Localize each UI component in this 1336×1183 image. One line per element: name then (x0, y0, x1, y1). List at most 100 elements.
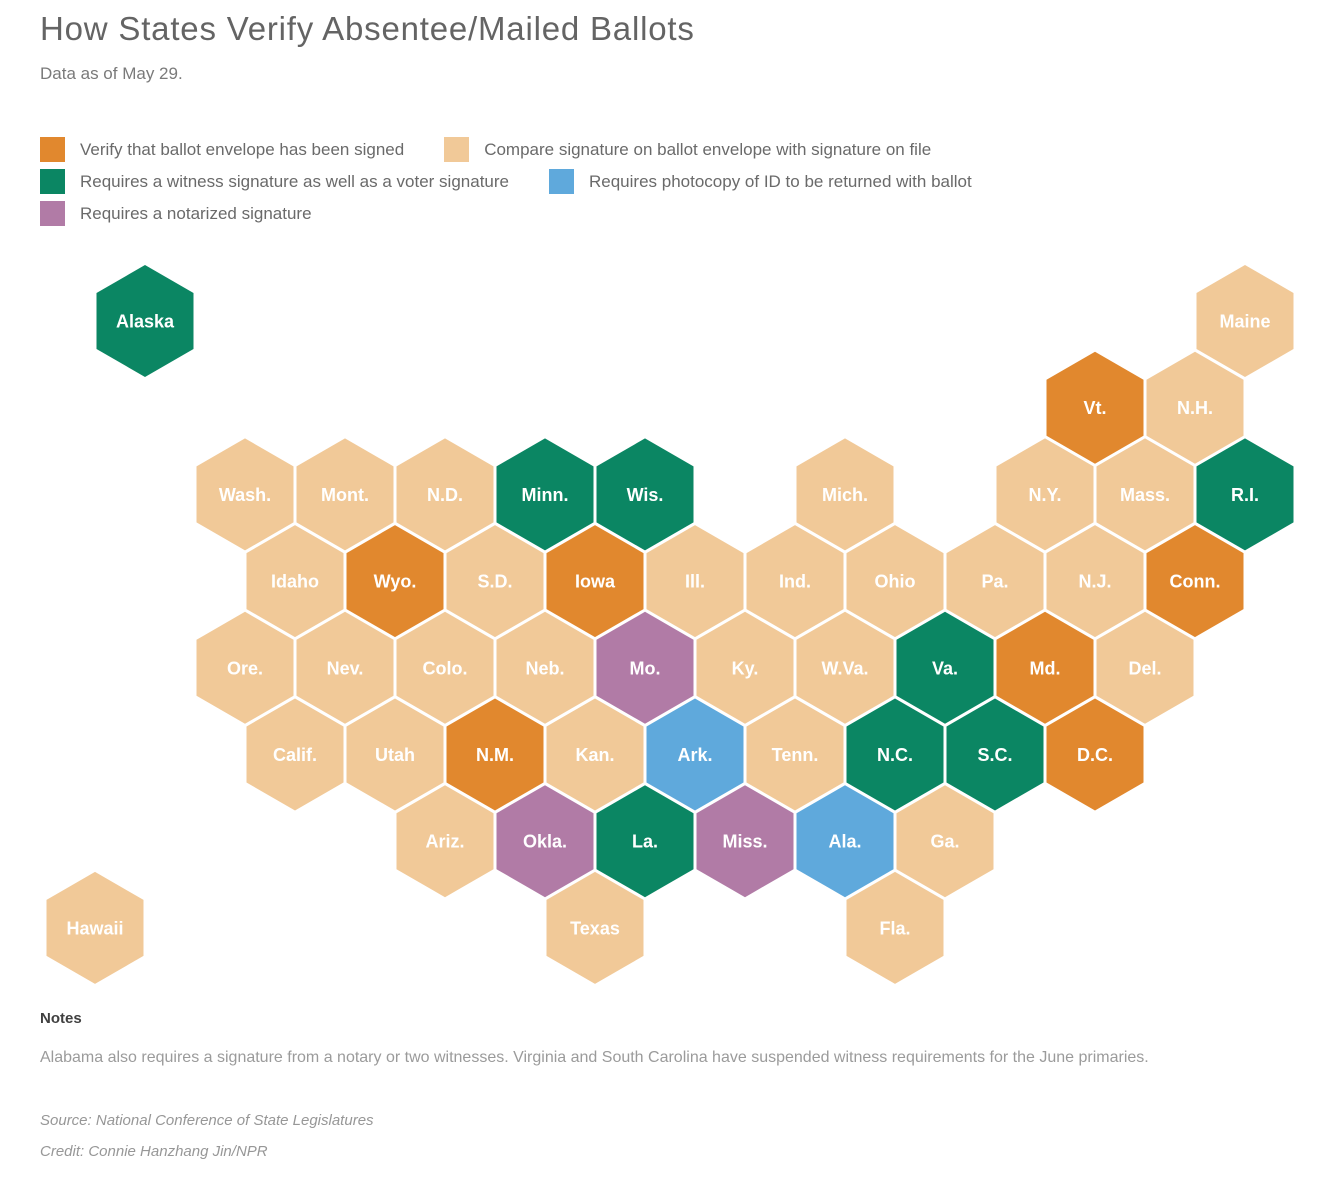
state-hex-calif (246, 698, 344, 811)
state-label-neb: Neb. (525, 658, 564, 678)
state-label-ohio: Ohio (875, 572, 916, 592)
state-label-nh: N.H. (1177, 398, 1213, 418)
state-label-del: Del. (1128, 658, 1161, 678)
state-label-conn: Conn. (1170, 572, 1221, 592)
state-hex-nh (1146, 351, 1244, 464)
state-hex-ri (1196, 438, 1294, 551)
legend-label-envelope_signed: Verify that ballot envelope has been sig… (80, 139, 405, 159)
legend: Verify that ballot envelope has been sig… (40, 137, 1280, 226)
state-label-md: Md. (1030, 658, 1061, 678)
state-hex-ore (196, 611, 294, 724)
state-label-ala: Ala. (828, 832, 861, 852)
state-hex-nc (846, 698, 944, 811)
legend-swatch-witness_signature (40, 169, 65, 194)
state-hex-ind (746, 525, 844, 638)
state-hex-pa (946, 525, 1044, 638)
state-label-colo: Colo. (423, 658, 468, 678)
state-hex-idaho (246, 525, 344, 638)
state-label-calif: Calif. (273, 745, 317, 765)
state-label-wis: Wis. (627, 485, 664, 505)
state-hex-neb (496, 611, 594, 724)
state-label-nj: N.J. (1078, 572, 1111, 592)
state-hex-wva (796, 611, 894, 724)
state-hex-colo (396, 611, 494, 724)
legend-label-notarized_signature: Requires a notarized signature (80, 203, 312, 223)
state-label-ny: N.Y. (1028, 485, 1061, 505)
state-hex-mont (296, 438, 394, 551)
state-label-wash: Wash. (219, 485, 271, 505)
state-label-ind: Ind. (779, 572, 811, 592)
state-label-mass: Mass. (1120, 485, 1170, 505)
state-hex-sc (946, 698, 1044, 811)
chart-title: How States Verify Absentee/Mailed Ballot… (40, 10, 695, 47)
state-hex-ohio (846, 525, 944, 638)
state-hex-wyo (346, 525, 444, 638)
state-hex-mass (1096, 438, 1194, 551)
state-label-ga: Ga. (930, 832, 959, 852)
legend-item-signature_compare: Compare signature on ballot envelope wit… (444, 137, 931, 162)
state-label-texas: Texas (570, 918, 620, 938)
state-hex-dc (1046, 698, 1144, 811)
state-label-ark: Ark. (677, 745, 712, 765)
state-hex-ky (696, 611, 794, 724)
state-label-pa: Pa. (981, 572, 1008, 592)
state-hex-ill (646, 525, 744, 638)
state-label-vt: Vt. (1083, 398, 1106, 418)
state-hex-ariz (396, 785, 494, 898)
state-hex-mo (596, 611, 694, 724)
state-hex-iowa (546, 525, 644, 638)
state-label-fla: Fla. (879, 918, 910, 938)
legend-swatch-envelope_signed (40, 137, 65, 162)
state-hex-okla (496, 785, 594, 898)
state-label-mich: Mich. (822, 485, 868, 505)
state-label-ky: Ky. (732, 658, 759, 678)
state-hex-tenn (746, 698, 844, 811)
state-label-minn: Minn. (522, 485, 569, 505)
state-label-sc: S.C. (977, 745, 1012, 765)
state-label-mont: Mont. (321, 485, 369, 505)
state-label-miss: Miss. (722, 832, 767, 852)
state-hex-utah (346, 698, 444, 811)
hex-map: Alaska Maine Vt. N.H. Wash. Mont. N.D. Minn. Wis… (46, 265, 1294, 984)
state-hex-miss (696, 785, 794, 898)
legend-item-envelope_signed: Verify that ballot envelope has been sig… (40, 137, 404, 162)
legend-label-id_photocopy: Requires photocopy of ID to be returned … (589, 171, 972, 191)
state-label-iowa: Iowa (575, 572, 616, 592)
state-hex-ga (896, 785, 994, 898)
state-label-wva: W.Va. (821, 658, 868, 678)
legend-swatch-notarized_signature (40, 201, 65, 226)
legend-label-witness_signature: Requires a witness signature as well as … (80, 171, 509, 191)
state-hex-ark (646, 698, 744, 811)
state-hex-alaska (96, 265, 194, 377)
state-label-idaho: Idaho (271, 572, 319, 592)
state-label-nm: N.M. (476, 745, 514, 765)
state-label-okla: Okla. (523, 832, 567, 852)
state-label-sd: S.D. (477, 572, 512, 592)
state-hex-md (996, 611, 1094, 724)
state-label-tenn: Tenn. (772, 745, 819, 765)
legend-item-witness_signature: Requires a witness signature as well as … (40, 169, 509, 194)
chart-subtitle: Data as of May 29. (40, 64, 183, 83)
state-hex-la (596, 785, 694, 898)
legend-swatch-id_photocopy (549, 169, 574, 194)
state-label-wyo: Wyo. (374, 572, 417, 592)
state-hex-vt (1046, 351, 1144, 464)
state-hex-wash (196, 438, 294, 551)
state-hex-minn (496, 438, 594, 551)
state-label-mo: Mo. (630, 658, 661, 678)
state-label-la: La. (632, 832, 658, 852)
notes-body: Alabama also requires a signature from a… (40, 1049, 1149, 1066)
state-hex-wis (596, 438, 694, 551)
state-hex-del (1096, 611, 1194, 724)
state-label-nc: N.C. (877, 745, 913, 765)
state-hex-nm (446, 698, 544, 811)
state-hex-nev (296, 611, 394, 724)
state-hex-mich (796, 438, 894, 551)
state-label-ill: Ill. (685, 572, 705, 592)
credit-line: Credit: Connie Hanzhang Jin/NPR (40, 1143, 268, 1160)
state-label-maine: Maine (1219, 312, 1270, 332)
state-hex-ala (796, 785, 894, 898)
state-label-va: Va. (932, 658, 958, 678)
state-label-ri: R.I. (1231, 485, 1259, 505)
